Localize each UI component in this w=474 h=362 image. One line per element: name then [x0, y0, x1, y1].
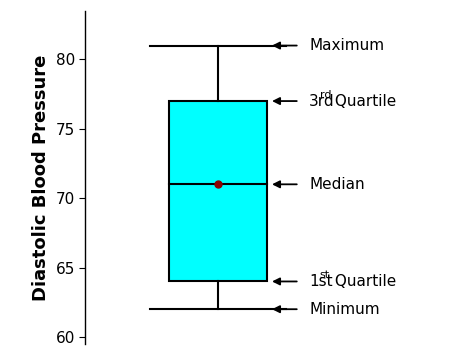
Text: rd: rd [319, 90, 331, 100]
Text: 3rd: 3rd [309, 93, 335, 109]
Text: st: st [319, 270, 330, 281]
Text: Quartile: Quartile [330, 274, 396, 289]
Text: Median: Median [309, 177, 365, 192]
Text: Minimum: Minimum [309, 302, 380, 317]
Y-axis label: Diastolic Blood Pressure: Diastolic Blood Pressure [32, 54, 50, 300]
Text: Maximum: Maximum [309, 38, 384, 53]
Text: 1st: 1st [309, 274, 333, 289]
Bar [169, 101, 267, 281]
Text: Quartile: Quartile [330, 93, 396, 109]
